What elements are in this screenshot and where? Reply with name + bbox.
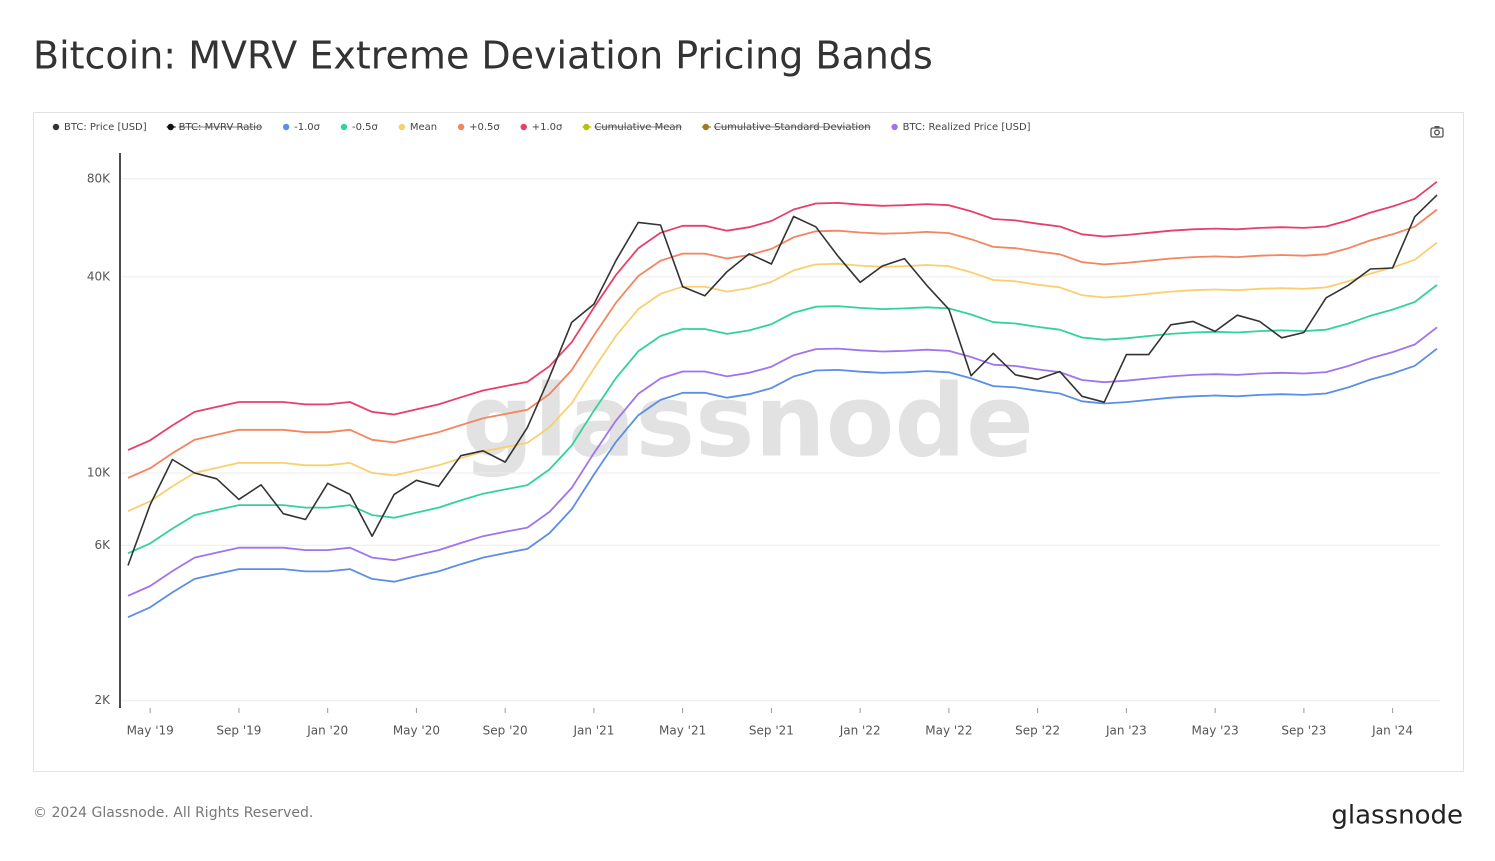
legend-item[interactable]: Mean bbox=[398, 122, 437, 133]
x-tick-label: May '20 bbox=[393, 724, 440, 738]
camera-icon[interactable] bbox=[1430, 126, 1444, 138]
y-tick-label: 2K bbox=[94, 693, 111, 707]
x-tick-label: Sep '23 bbox=[1281, 724, 1326, 738]
legend-marker[interactable] bbox=[340, 123, 348, 131]
x-tick-label: Jan '22 bbox=[839, 724, 881, 738]
x-tick-label: May '23 bbox=[1192, 724, 1239, 738]
series-line bbox=[127, 284, 1438, 555]
footer: © 2024 Glassnode. All Rights Reserved. bbox=[33, 805, 313, 821]
series-line bbox=[127, 241, 1438, 512]
legend-item[interactable]: BTC: Realized Price [USD] bbox=[891, 122, 1031, 133]
legend-marker[interactable] bbox=[520, 123, 527, 131]
x-tick-label: Sep '22 bbox=[1015, 724, 1060, 738]
y-tick-label: 40K bbox=[87, 269, 111, 283]
legend-item[interactable]: +1.0σ bbox=[520, 122, 563, 133]
x-tick-label: Sep '20 bbox=[483, 724, 528, 738]
legend-label[interactable]: Cumulative Mean bbox=[594, 122, 682, 133]
legend-marker[interactable] bbox=[398, 123, 406, 131]
y-tick-label: 10K bbox=[87, 466, 111, 480]
legend-label[interactable]: -1.0σ bbox=[294, 122, 321, 133]
series-line bbox=[127, 208, 1438, 479]
x-tick-label: Jan '20 bbox=[306, 724, 348, 738]
legend-label[interactable]: Mean bbox=[410, 122, 437, 133]
x-tick-label: Jan '23 bbox=[1105, 724, 1147, 738]
chart-frame bbox=[33, 112, 1464, 772]
legend-item[interactable]: -0.5σ bbox=[340, 122, 379, 133]
chart-title: Bitcoin: MVRV Extreme Deviation Pricing … bbox=[33, 34, 933, 78]
legend-marker[interactable] bbox=[282, 123, 290, 131]
camera-lens[interactable] bbox=[1434, 129, 1440, 136]
series-line bbox=[127, 180, 1438, 451]
legend-item[interactable]: BTC: MVRV Ratio bbox=[166, 122, 263, 133]
x-tick-label: Sep '19 bbox=[216, 724, 261, 738]
legend-marker[interactable] bbox=[52, 123, 60, 131]
x-tick-label: May '22 bbox=[925, 724, 972, 738]
y-tick-label: 80K bbox=[87, 171, 111, 185]
brand: glassnode bbox=[1331, 801, 1463, 831]
legend-marker[interactable] bbox=[457, 123, 465, 131]
x-tick-label: May '21 bbox=[659, 724, 706, 738]
x-tick-label: Jan '24 bbox=[1371, 724, 1413, 738]
legend-label[interactable]: +0.5σ bbox=[469, 122, 500, 133]
y-tick-label: 6K bbox=[94, 538, 111, 552]
legend-label[interactable]: -0.5σ bbox=[352, 122, 379, 133]
camera-top[interactable] bbox=[1434, 126, 1440, 129]
series-line bbox=[127, 326, 1438, 597]
x-tick-label: Jan '21 bbox=[572, 724, 614, 738]
legend-item[interactable]: BTC: Price [USD] bbox=[52, 122, 147, 133]
x-tick-label: May '19 bbox=[127, 724, 174, 738]
legend-label[interactable]: +1.0σ bbox=[532, 122, 563, 133]
legend-label[interactable]: BTC: Realized Price [USD] bbox=[903, 122, 1031, 133]
legend-item[interactable]: +0.5σ bbox=[457, 122, 500, 133]
series-line bbox=[127, 347, 1438, 619]
series-line bbox=[127, 194, 1438, 566]
legend-item[interactable]: Cumulative Mean bbox=[582, 122, 682, 133]
legend-label[interactable]: Cumulative Standard Deviation bbox=[714, 122, 871, 133]
legend-item[interactable]: Cumulative Standard Deviation bbox=[701, 122, 871, 133]
legend-label[interactable]: BTC: MVRV Ratio bbox=[179, 122, 262, 133]
legend-marker[interactable] bbox=[891, 123, 898, 131]
x-tick-label: Sep '21 bbox=[749, 724, 794, 738]
legend-item[interactable]: -1.0σ bbox=[282, 122, 321, 133]
legend-label[interactable]: BTC: Price [USD] bbox=[64, 122, 147, 133]
